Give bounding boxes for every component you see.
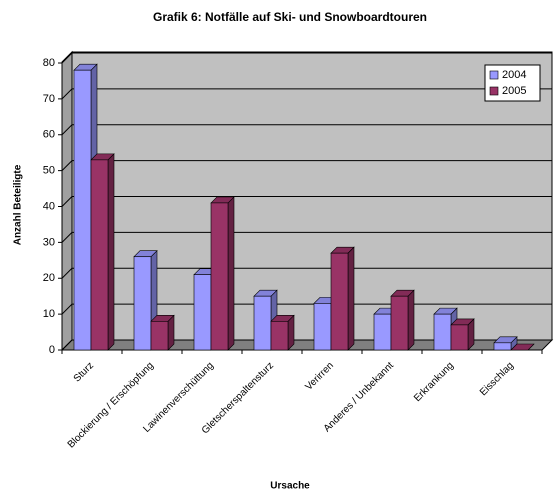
bar	[390, 289, 415, 351]
x-tick-label: Verirren	[303, 360, 336, 393]
grid-line-side	[61, 303, 73, 315]
bar	[150, 314, 175, 351]
bar-front	[313, 303, 332, 351]
grid-line-side	[61, 232, 73, 243]
bar-front	[133, 256, 152, 351]
bar-front	[493, 342, 512, 351]
bar	[493, 336, 518, 351]
legend-label: 2005	[502, 85, 526, 97]
x-tick-label: Sturz	[72, 360, 96, 384]
bar-front	[433, 313, 452, 351]
bar-front	[90, 159, 109, 351]
bar-front	[210, 202, 229, 351]
y-tick-label: 40	[43, 200, 55, 212]
bar	[210, 196, 235, 351]
y-tick-label: 80	[43, 57, 55, 69]
bar-front	[390, 295, 409, 351]
grid-line-side	[61, 267, 73, 279]
grid-line-side	[61, 196, 73, 207]
legend-swatch	[489, 86, 499, 96]
bar-front	[193, 274, 212, 351]
bar	[330, 246, 355, 351]
bar-side	[107, 153, 115, 351]
y-tick-label: 10	[43, 308, 55, 320]
x-tick-label: Eisschlag	[478, 360, 516, 398]
y-tick-label: 0	[49, 344, 55, 356]
x-axis-title: Ursache	[270, 481, 310, 492]
chart-title: Grafik 6: Notfälle auf Ski- und Snowboar…	[153, 10, 427, 24]
bar-front	[253, 295, 272, 351]
bar-front	[270, 320, 289, 351]
bar-front	[373, 313, 392, 351]
legend-label: 2004	[502, 69, 526, 81]
x-tick-label: Anderes / Unbekannt	[322, 360, 396, 434]
bar-side	[407, 289, 415, 351]
grid-line-side	[61, 160, 73, 171]
grid-line-side	[61, 124, 73, 136]
y-tick-label: 70	[43, 93, 55, 105]
bar-side	[227, 196, 235, 351]
bar	[450, 318, 475, 351]
y-tick-label: 60	[43, 129, 55, 141]
x-tick-label: Erkrankung	[412, 360, 456, 404]
y-tick-label: 20	[43, 272, 55, 284]
bar-top	[510, 343, 535, 351]
grid-line-side	[61, 339, 73, 351]
bar-front	[73, 69, 92, 351]
bar-side	[347, 246, 355, 351]
legend-swatch	[489, 70, 499, 80]
bar-front	[450, 324, 469, 351]
y-tick-label: 50	[43, 165, 55, 177]
bar	[90, 153, 115, 351]
y-axis-title: Anzahl Beteiligte	[13, 164, 24, 245]
bar-front	[330, 252, 349, 351]
bar-front	[150, 320, 169, 351]
y-tick-label: 30	[43, 236, 55, 248]
grid-line-side	[61, 52, 73, 64]
bar	[510, 343, 535, 351]
bar	[270, 314, 295, 351]
grid-line-side	[61, 88, 73, 100]
